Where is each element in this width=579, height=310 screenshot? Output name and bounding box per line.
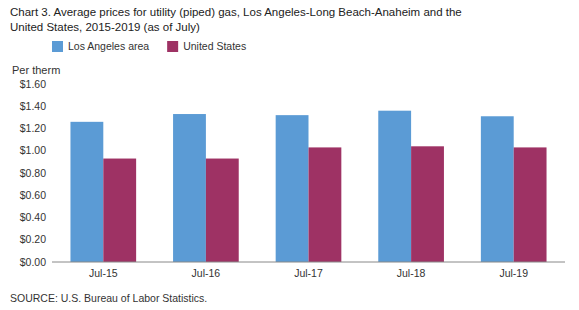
x-tick-label: Jul-16 [192,267,221,279]
x-axis: Jul-15 Jul-16 Jul-17 Jul-18 Jul-19 [52,262,565,279]
y-tick-label: $1.60 [20,78,46,90]
source-note: SOURCE: U.S. Bureau of Labor Statistics. [10,292,207,304]
bar [378,111,411,262]
y-axis-label: Per therm [12,64,60,76]
chart-container: Chart 3. Average prices for utility (pip… [0,0,579,310]
bar [103,159,136,262]
y-tick-label: $1.40 [20,100,46,112]
y-tick-label: $1.00 [20,144,46,156]
chart: Chart 3. Average prices for utility (pip… [0,0,579,310]
title: Chart 3. Average prices for utility (pip… [10,6,462,18]
legend-swatch [52,41,63,52]
bar [411,146,444,262]
bar [206,159,239,262]
y-tick-label: $0.60 [20,189,46,201]
bar [309,147,342,262]
x-tick-label: Jul-19 [499,267,528,279]
x-tick-label: Jul-17 [294,267,323,279]
x-tick-label: Jul-18 [397,267,426,279]
y-tick-label: $0.00 [20,256,46,268]
bar [514,147,547,262]
subtitle: United States, 2015-2019 (as of July) [10,21,200,33]
x-tick-label: Jul-15 [89,267,118,279]
legend-label: United States [183,40,246,52]
bar [173,114,206,262]
legend-item: United States [167,40,246,52]
legend-label: Los Angeles area [68,40,149,52]
y-tick-label: $0.80 [20,167,46,179]
y-tick-label: $0.40 [20,211,46,223]
legend-item: Los Angeles area [52,40,149,52]
bars [70,111,546,262]
legend-swatch [167,41,178,52]
background [0,0,579,310]
x-axis-line [52,262,565,263]
page: {"chart_data": { "type": "bar", "title":… [0,0,579,310]
y-tick-label: $1.20 [20,122,46,134]
bar [276,115,309,262]
y-tick-label: $0.20 [20,233,46,245]
y-axis: $0.00 $0.20 $0.40 $0.60 $0.80 $1.00 $1.20 $1.40… [20,78,46,268]
bar [481,116,514,262]
legend: Los Angeles area United States [52,40,246,52]
bar [70,122,103,262]
